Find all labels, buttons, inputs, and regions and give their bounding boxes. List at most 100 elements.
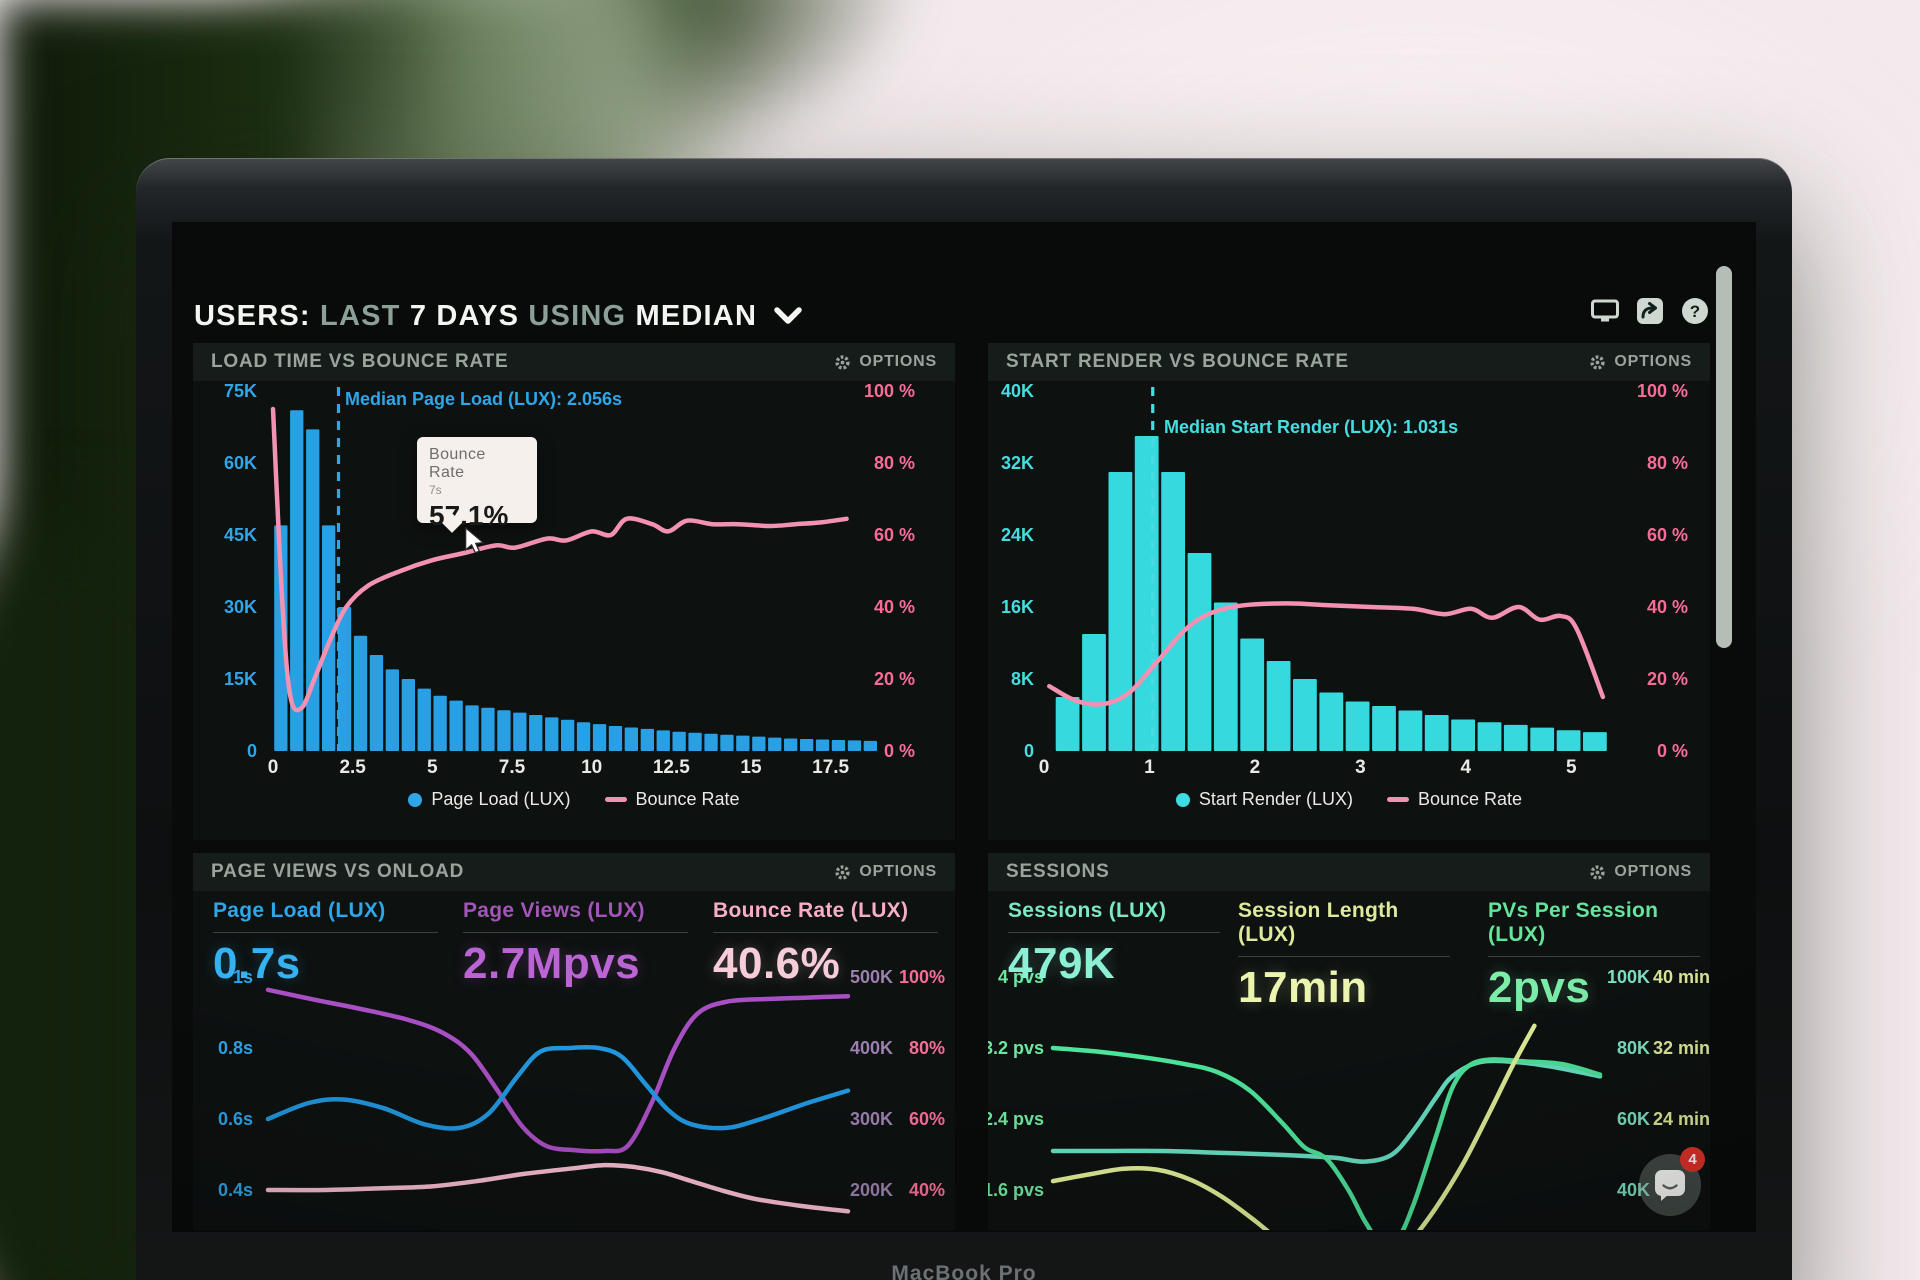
axis-label: 2.4 pvs	[988, 1109, 1044, 1129]
laptop-screen: USERS: LAST 7 DAYS USING MEDIAN	[172, 222, 1756, 1232]
legend: Start Render (LUX) Bounce Rate	[988, 789, 1710, 810]
axis-label: 0	[1024, 741, 1034, 761]
bar	[704, 733, 718, 751]
options-label: OPTIONS	[859, 353, 937, 370]
axis-label: 100K	[1607, 967, 1650, 987]
bar	[513, 712, 527, 751]
axis-label: 24 min	[1653, 1109, 1710, 1129]
bar	[624, 727, 638, 751]
bar	[1293, 679, 1317, 751]
options-button[interactable]: OPTIONS	[834, 353, 937, 371]
load-time-chart[interactable]: 75K 100 % 60K 80 % 45K 60 % 30K 40 % 15K 20 % 0 0 %…	[193, 381, 955, 840]
options-button[interactable]: OPTIONS	[1589, 353, 1692, 371]
gear-icon	[835, 864, 850, 880]
axis-label: 80%	[909, 1038, 945, 1058]
page-views-chart[interactable]: 1s 500K 100% 0.8s 400K 80% 0.6s 300K 60% 0.4s 200K…	[193, 891, 955, 1230]
title-segment: LAST	[320, 299, 401, 332]
metric-divider	[713, 932, 938, 933]
metric-value: 40.6%	[713, 939, 841, 988]
bar	[306, 429, 320, 751]
axis-label: 16K	[1001, 597, 1034, 617]
tooltip-value: 57.1%	[429, 500, 509, 531]
axis-label: 40K	[1001, 381, 1034, 401]
axis-label: 100 %	[1637, 381, 1688, 401]
bar	[1240, 638, 1265, 751]
bar	[1372, 706, 1396, 751]
metric-block: Session Length (LUX) 17min	[1238, 899, 1450, 1013]
legend-item[interactable]: Bounce Rate	[1386, 789, 1522, 810]
options-label: OPTIONS	[1614, 863, 1692, 880]
axis-label: 4	[1461, 757, 1472, 778]
series-line	[1050, 1023, 1537, 1230]
axis-label: 1s	[233, 967, 253, 987]
axis-label: 1.6 pvs	[988, 1180, 1044, 1200]
bar	[847, 740, 862, 751]
bar	[545, 717, 559, 751]
bar	[1161, 472, 1185, 751]
legend-label: Page Load (LUX)	[431, 789, 571, 809]
axis-label: 80K	[1617, 1038, 1650, 1058]
share-icon[interactable]	[1635, 296, 1665, 326]
axis-label: 60K	[1617, 1109, 1650, 1129]
legend-dash-icon	[604, 797, 627, 802]
bar	[656, 730, 670, 751]
panel-load-time-header: LOAD TIME VS BOUNCE RATE OPTIONS	[193, 343, 955, 381]
panel-start-render: START RENDER VS BOUNCE RATE OPTIONS 40K 1…	[988, 343, 1710, 840]
chat-unread-badge: 4	[1680, 1147, 1705, 1172]
panel-sessions-header: SESSIONS OPTIONS	[988, 853, 1710, 891]
legend-item[interactable]: Start Render (LUX)	[1175, 789, 1353, 810]
display-icon[interactable]	[1590, 296, 1620, 326]
panel-sessions: SESSIONS OPTIONS 4 pvs 100K 40 min 3.2 pvs 8…	[988, 853, 1710, 1230]
bar	[1266, 661, 1291, 751]
options-label: OPTIONS	[859, 863, 937, 880]
bar	[417, 688, 431, 751]
gear-icon	[835, 354, 850, 370]
bar	[497, 710, 511, 751]
axis-label: 60 %	[1647, 525, 1688, 545]
panel-page-views-body: 1s 500K 100% 0.8s 400K 80% 0.6s 300K 60% 0.4s 200K…	[193, 891, 955, 1230]
bar	[353, 635, 368, 751]
start-render-chart[interactable]: 40K 100 % 32K 80 % 24K 60 % 16K 40 % 8K 20 % 0 0 % 0…	[988, 381, 1710, 840]
bar	[449, 700, 463, 751]
bar	[576, 722, 591, 751]
metric-label: Page Load (LUX)	[213, 899, 386, 922]
metric-value: 0.7s	[213, 939, 301, 988]
sessions-chart[interactable]: 4 pvs 100K 40 min 3.2 pvs 80K 32 min 2.4 pvs 60…	[988, 891, 1710, 1230]
axis-label: 30K	[224, 597, 257, 617]
legend: Page Load (LUX) Bounce Rate	[193, 789, 955, 810]
title-segment: USERS:	[194, 299, 311, 332]
scrollbar[interactable]	[1716, 266, 1732, 648]
axis-label: 40K	[1617, 1180, 1650, 1200]
axis-label: 8K	[1011, 669, 1034, 689]
metric-divider	[1008, 932, 1220, 933]
bar	[1398, 710, 1423, 751]
svg-text:?: ?	[1690, 302, 1700, 321]
bar	[1082, 634, 1106, 751]
title-segment: 7 DAYS	[409, 299, 520, 332]
bar	[481, 707, 495, 751]
legend-label: Bounce Rate	[635, 789, 740, 809]
mouse-cursor-icon	[463, 526, 487, 560]
page-title-dropdown[interactable]: USERS: LAST 7 DAYS USING MEDIAN	[194, 300, 802, 333]
legend-item[interactable]: Bounce Rate	[604, 789, 740, 810]
gear-icon	[1590, 864, 1605, 880]
axis-label: 40 min	[1653, 967, 1710, 987]
axis-label: 5	[1566, 757, 1577, 778]
options-button[interactable]: OPTIONS	[834, 863, 937, 881]
metric-block: PVs Per Session (LUX) 2pvs	[1488, 899, 1700, 1013]
bar	[1424, 715, 1449, 751]
help-icon[interactable]: ?	[1680, 296, 1710, 326]
legend-item[interactable]: Page Load (LUX)	[408, 789, 571, 810]
metric-divider	[463, 932, 688, 933]
axis-label: 40%	[909, 1180, 945, 1200]
bar	[815, 739, 830, 751]
metric-label: Session Length (LUX)	[1238, 899, 1399, 946]
bar	[800, 739, 814, 751]
bar	[736, 735, 750, 751]
axis-label: 20 %	[1647, 669, 1688, 689]
bar	[401, 679, 415, 751]
chat-widget-button[interactable]: 4	[1639, 1147, 1705, 1216]
axis-label: 10	[581, 757, 602, 778]
options-button[interactable]: OPTIONS	[1589, 863, 1692, 881]
